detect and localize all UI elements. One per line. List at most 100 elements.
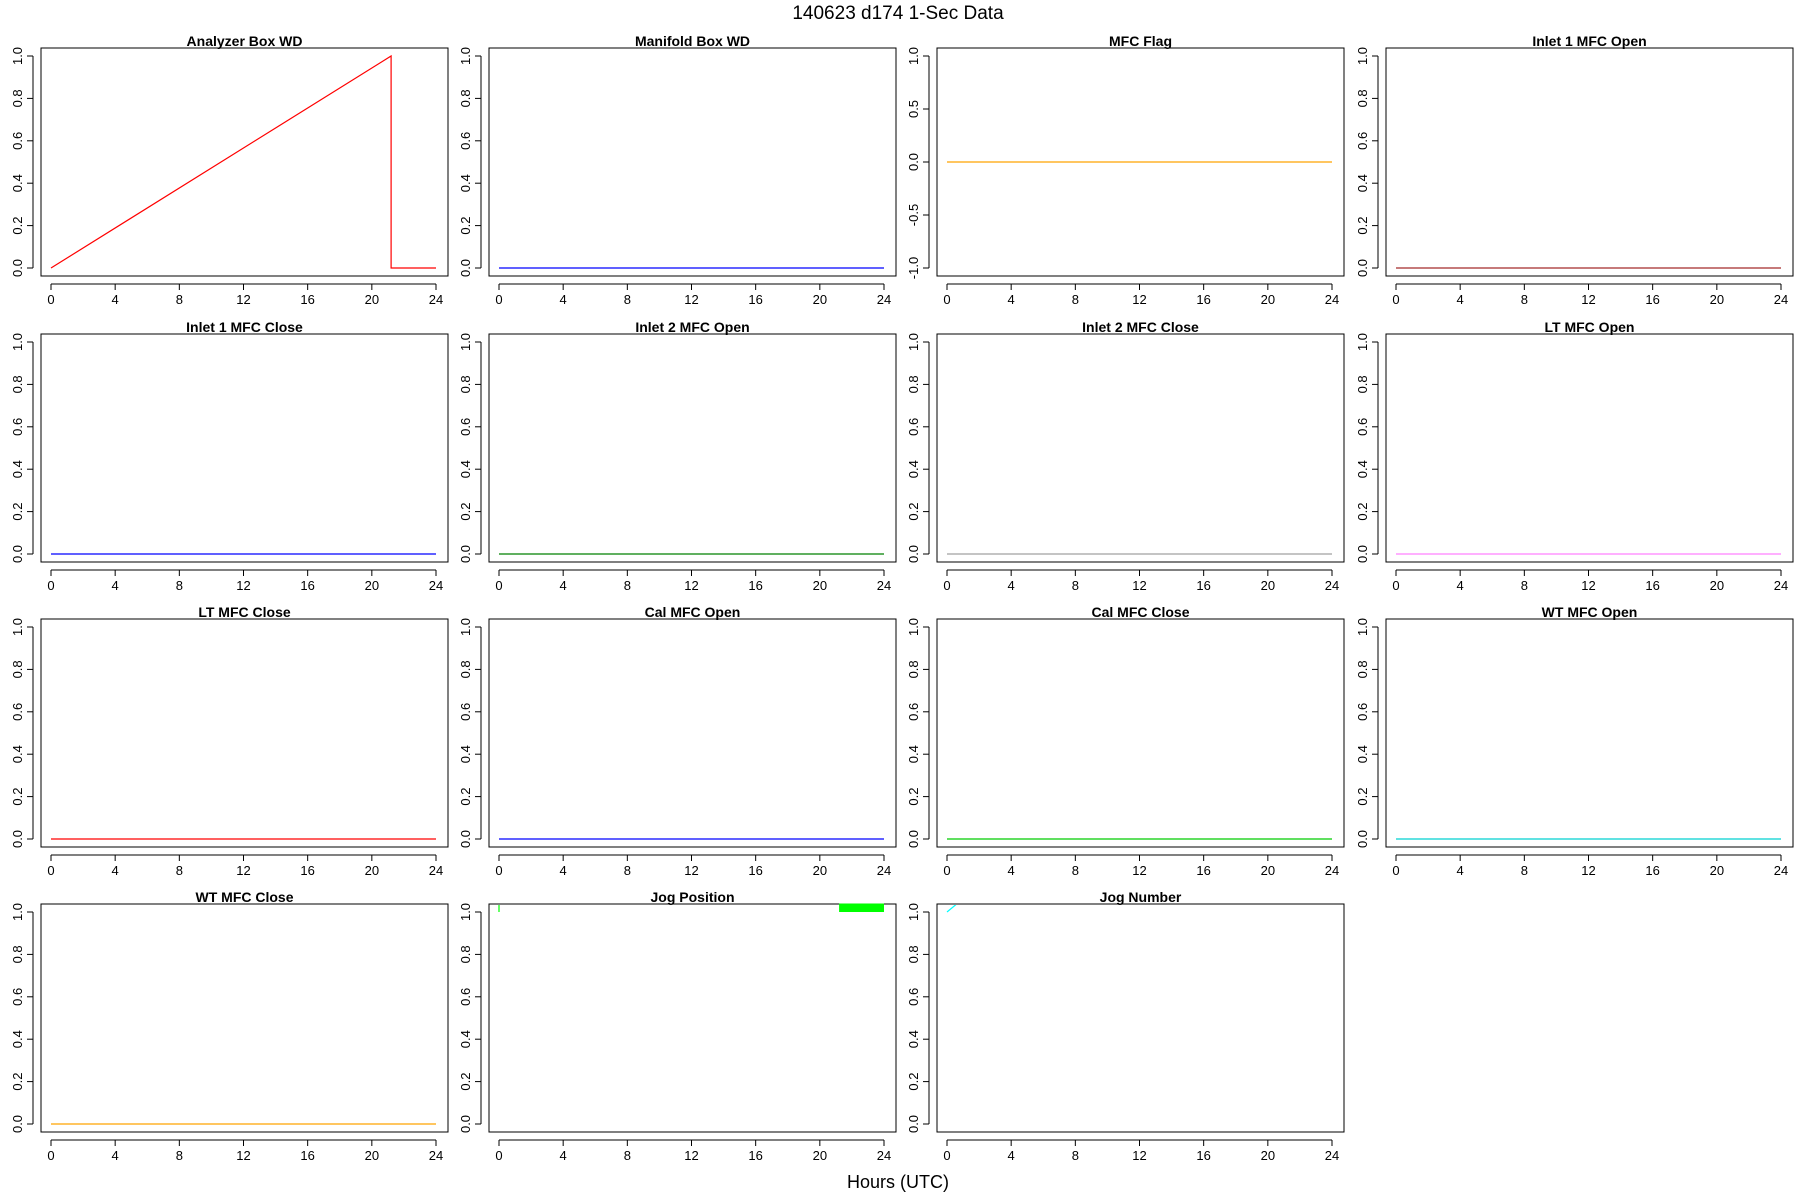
- x-tick-label: 16: [1196, 863, 1210, 878]
- x-tick-label: 4: [112, 1148, 119, 1163]
- x-tick-label: 4: [1457, 292, 1464, 307]
- chart-panel: Inlet 1 MFC Close 0 4 8 12 16 20 24 0.0 0.2 0.4 0.6…: [10, 319, 449, 593]
- y-tick-label: 1.0: [906, 903, 921, 921]
- x-tick-label: 8: [1072, 292, 1079, 307]
- y-tick-label: 0.6: [1355, 418, 1370, 436]
- x-tick-label: 12: [684, 578, 698, 593]
- panel-title: Cal MFC Close: [1091, 604, 1189, 620]
- x-tick-label: 0: [943, 578, 950, 593]
- y-tick-label: 0.2: [10, 788, 25, 806]
- panel-title: Cal MFC Open: [645, 604, 741, 620]
- x-tick-label: 4: [1457, 863, 1464, 878]
- chart-panel: Jog Position 0 4 8 12 16 20 24 0.0 0.2 0.4 0.6 0.8 1.…: [458, 889, 897, 1163]
- y-tick-label: 0.4: [458, 174, 473, 192]
- y-tick-label: 0.4: [458, 745, 473, 763]
- y-tick-label: 0.4: [10, 745, 25, 763]
- y-tick-label: 1.0: [458, 47, 473, 65]
- x-tick-label: 16: [748, 292, 762, 307]
- figure-title: 140623 d174 1-Sec Data: [792, 3, 1004, 24]
- plot-frame: [1385, 47, 1794, 277]
- y-tick-label: 1.0: [1355, 47, 1370, 65]
- y-tick-label: 0.4: [906, 1030, 921, 1048]
- plot-frame: [488, 903, 897, 1133]
- x-tick-label: 0: [47, 1148, 54, 1163]
- x-tick-label: 4: [560, 1148, 567, 1163]
- y-tick-label: 0.8: [10, 375, 25, 393]
- y-tick-label: 0.6: [458, 703, 473, 721]
- x-tick-label: 8: [1521, 863, 1528, 878]
- chart-panel: Inlet 2 MFC Close 0 4 8 12 16 20 24 0.0 0.2 0.4 0.6…: [906, 319, 1345, 593]
- x-tick-label: 16: [748, 1148, 762, 1163]
- y-tick-label: 0.6: [906, 703, 921, 721]
- y-tick-label: 0.4: [1355, 745, 1370, 763]
- y-tick-label: 0.6: [458, 418, 473, 436]
- y-tick-label: 1.0: [458, 903, 473, 921]
- x-tick-label: 12: [1132, 863, 1146, 878]
- x-tick-label: 8: [176, 578, 183, 593]
- series-line: [50, 54, 436, 269]
- x-tick-label: 0: [943, 1148, 950, 1163]
- x-tick-label: 24: [1325, 1148, 1339, 1163]
- x-tick-label: 0: [495, 863, 502, 878]
- x-tick-label: 0: [495, 292, 502, 307]
- x-tick-label: 24: [1774, 863, 1788, 878]
- x-tick-label: 8: [1072, 1148, 1079, 1163]
- y-tick-label: 1.0: [10, 333, 25, 351]
- x-tick-label: 20: [365, 578, 379, 593]
- y-tick-label: 0.0: [906, 545, 921, 563]
- y-tick-label: 0.4: [10, 174, 25, 192]
- x-tick-label: 20: [1261, 292, 1275, 307]
- x-tick-label: 0: [1392, 863, 1399, 878]
- x-tick-label: 24: [1774, 292, 1788, 307]
- y-tick-label: 0.0: [458, 545, 473, 563]
- plot-frame: [936, 903, 1345, 1133]
- x-tick-label: 4: [1008, 863, 1015, 878]
- x-tick-label: 0: [495, 1148, 502, 1163]
- x-tick-label: 4: [112, 863, 119, 878]
- y-tick-label: 0.0: [1355, 259, 1370, 277]
- panel-title: MFC Flag: [1109, 33, 1172, 49]
- x-tick-label: 4: [560, 292, 567, 307]
- y-tick-label: 0.2: [458, 503, 473, 521]
- series-line: [946, 905, 957, 913]
- y-tick-label: 0.0: [458, 259, 473, 277]
- x-tick-label: 24: [1325, 578, 1339, 593]
- panel-title: Manifold Box WD: [635, 33, 750, 49]
- y-tick-label: 0.4: [906, 745, 921, 763]
- chart-panel: Cal MFC Close 0 4 8 12 16 20 24 0.0 0.2 0.4 0.6 0.8 1…: [906, 604, 1345, 878]
- y-tick-label: 0.2: [458, 217, 473, 235]
- chart-panel: Jog Number 0 4 8 12 16 20 24 0.0 0.2 0.4 0.6 0.8 1.0: [906, 889, 1345, 1163]
- y-tick-label: 0.8: [458, 375, 473, 393]
- x-tick-label: 12: [684, 863, 698, 878]
- y-tick-label: 0.6: [906, 418, 921, 436]
- y-tick-label: 0.4: [1355, 460, 1370, 478]
- y-tick-label: 0.2: [10, 503, 25, 521]
- y-tick-label: 0.8: [458, 89, 473, 107]
- y-tick-label: 0.2: [10, 217, 25, 235]
- y-tick-label: 0.4: [458, 1030, 473, 1048]
- y-tick-label: 0.0: [906, 153, 921, 171]
- chart-panel: Cal MFC Open 0 4 8 12 16 20 24 0.0 0.2 0.4 0.6 0.8 1.…: [458, 604, 897, 878]
- y-tick-label: 0.4: [10, 1030, 25, 1048]
- y-tick-label: 0.0: [906, 1115, 921, 1133]
- x-tick-label: 20: [365, 1148, 379, 1163]
- x-tick-label: 24: [877, 292, 891, 307]
- y-tick-label: 0.5: [906, 100, 921, 118]
- y-tick-label: 0.0: [1355, 545, 1370, 563]
- y-tick-label: 0.8: [10, 945, 25, 963]
- x-tick-label: 12: [1581, 578, 1595, 593]
- x-tick-label: 20: [813, 292, 827, 307]
- y-tick-label: 1.0: [1355, 618, 1370, 636]
- y-tick-label: 1.0: [10, 903, 25, 921]
- y-tick-label: 0.6: [10, 132, 25, 150]
- plot-frame: [1385, 618, 1794, 848]
- x-tick-label: 12: [1132, 578, 1146, 593]
- y-tick-label: 1.0: [10, 47, 25, 65]
- x-tick-label: 16: [300, 863, 314, 878]
- x-tick-label: 0: [943, 863, 950, 878]
- x-tick-label: 16: [300, 292, 314, 307]
- plot-frame: [40, 333, 449, 563]
- y-tick-label: 0.0: [10, 830, 25, 848]
- y-tick-label: 0.0: [906, 830, 921, 848]
